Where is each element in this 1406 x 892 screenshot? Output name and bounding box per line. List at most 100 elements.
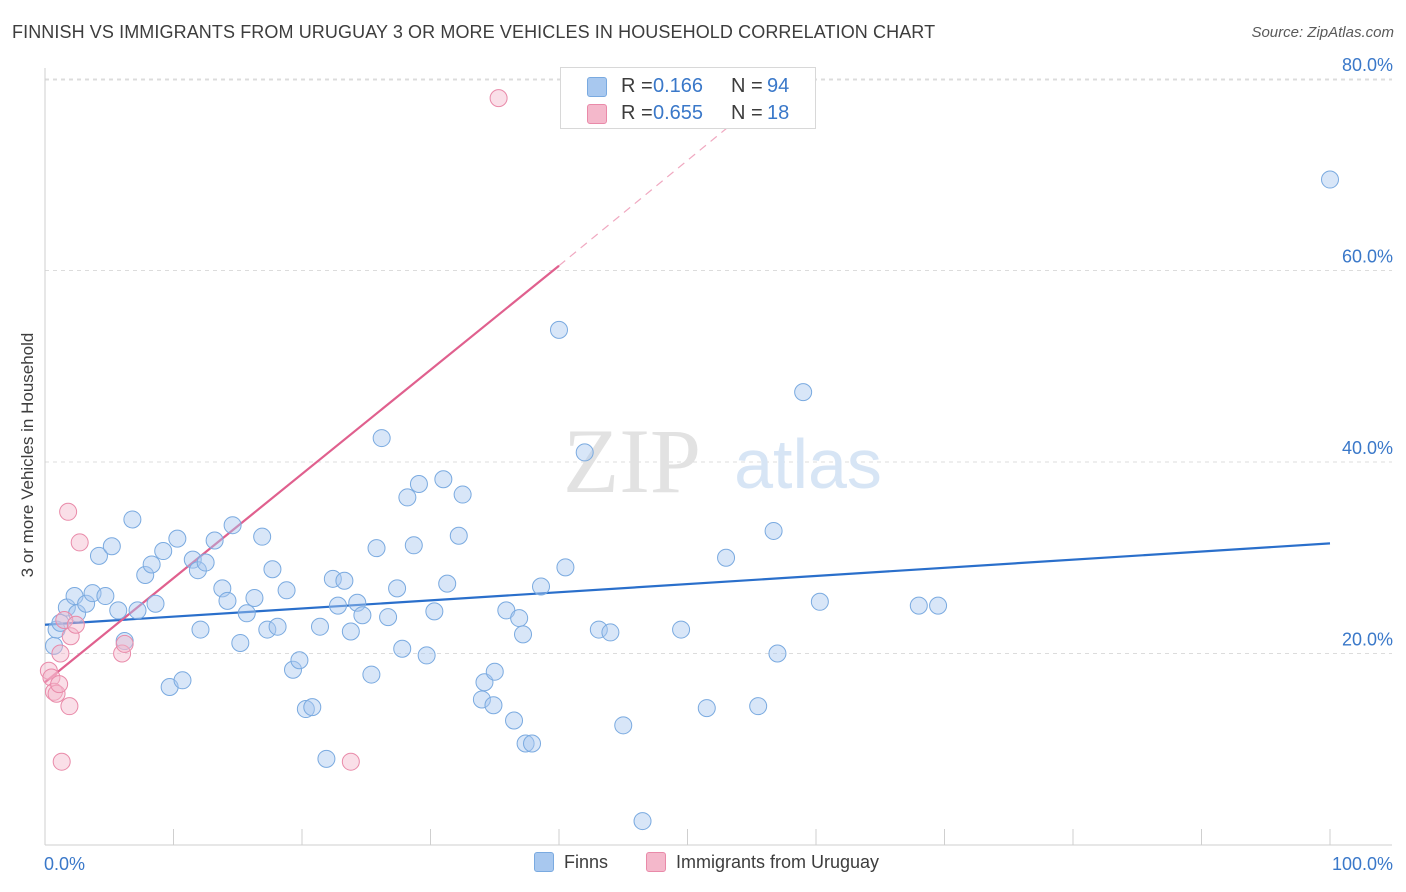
finns-point [341, 622, 360, 641]
finns-point [245, 588, 264, 607]
uruguay-point [341, 752, 360, 771]
finns-point [589, 620, 608, 639]
n-value: 94 [767, 75, 790, 97]
finns-point [154, 542, 173, 561]
finns-point [367, 539, 386, 558]
n-label: N = [731, 102, 763, 124]
finns-point [393, 639, 412, 658]
finns-point [409, 475, 428, 494]
finns-point [425, 602, 444, 621]
finns-point [556, 558, 575, 577]
finns-point [317, 749, 336, 768]
finns-point [909, 596, 928, 615]
finns-point [146, 594, 165, 613]
finns-trend-line [44, 542, 1331, 626]
uruguay-point [55, 610, 74, 629]
uruguay-swatch [646, 852, 666, 872]
correlation-legend: R = 0.166 N = 94 R = 0.655 N = 18 [560, 67, 816, 129]
finns-point [516, 734, 535, 753]
uruguay-point [50, 675, 69, 694]
finns-point [434, 470, 453, 489]
uruguay-point [52, 752, 71, 771]
finns-point [218, 591, 237, 610]
finns-point [614, 716, 633, 735]
watermark-atlas: atlas [734, 425, 882, 503]
finns-point [323, 569, 342, 588]
finns-point [231, 633, 250, 652]
finns-point [310, 617, 329, 636]
finns-point [277, 581, 296, 600]
finns-point [398, 488, 417, 507]
finns-point [484, 696, 503, 715]
finns-point [749, 697, 768, 716]
finns-point [523, 734, 542, 753]
y-tick-label: 60.0% [1342, 247, 1393, 267]
finns-point [188, 561, 207, 580]
uruguay-swatch [587, 104, 607, 124]
finns-point [223, 516, 242, 535]
finns-point [794, 383, 813, 402]
uruguay-point [489, 89, 508, 108]
finns-point [717, 548, 736, 567]
legend-label: Finns [564, 852, 609, 872]
finns-point [379, 608, 398, 627]
finns-point [485, 662, 504, 681]
finns-point [96, 587, 115, 606]
finns-point [328, 596, 347, 615]
uruguay-point [60, 697, 79, 716]
legend-item-finns: Finns [534, 852, 608, 876]
source-credit: Source: ZipAtlas.com [1251, 24, 1394, 41]
finns-point [253, 527, 272, 546]
finns-point [196, 553, 215, 572]
axes [44, 68, 1392, 846]
legend-item-uruguay: Immigrants from Uruguay [646, 852, 879, 876]
finns-point [438, 574, 457, 593]
uruguay-trend-extension [558, 107, 753, 267]
y-tick-label: 40.0% [1342, 438, 1393, 458]
y-axis-label: 3 or more Vehicles in Household [18, 332, 37, 578]
finns-point [335, 571, 354, 590]
finns-point [601, 623, 620, 642]
uruguay-point [42, 668, 61, 687]
x-tick-label: 100.0% [1332, 854, 1393, 874]
tick-labels: 20.0% 40.0% 60.0% 80.0% 0.0% 100.0% [44, 55, 1393, 874]
finns-point [77, 594, 96, 613]
r-label: R = [621, 102, 653, 124]
grid-lines [45, 78, 1392, 654]
finns-point [449, 526, 468, 545]
finns-point [388, 579, 407, 598]
finns-point [173, 671, 192, 690]
r-value: 0.655 [653, 102, 704, 124]
uruguay-point [59, 502, 78, 521]
trend-lines [44, 107, 1331, 684]
finns-point [810, 592, 829, 611]
finns-point [532, 577, 551, 596]
finns-point [764, 521, 783, 540]
finns-point [284, 660, 303, 679]
finns-point [404, 536, 423, 555]
finns-point [89, 546, 108, 565]
finns-point [417, 646, 436, 665]
finns-point [514, 625, 533, 644]
uruguay-trend-line [44, 264, 560, 684]
n-label: N = [731, 75, 763, 97]
uruguay-point [70, 533, 89, 552]
finns-point [237, 604, 256, 623]
data-points [39, 89, 1339, 831]
finns-point [303, 698, 322, 717]
finns-point [472, 690, 491, 709]
finns-point [128, 601, 147, 620]
finns-point [510, 609, 529, 628]
uruguay-point [51, 644, 70, 663]
finns-point [205, 531, 224, 550]
finns-swatch [534, 852, 554, 872]
finns-point [109, 601, 128, 620]
finns-point [453, 485, 472, 504]
uruguay-point [115, 634, 134, 653]
finns-point [102, 537, 121, 556]
y-tick-label: 80.0% [1342, 55, 1393, 75]
y-tick-label: 20.0% [1342, 630, 1393, 650]
uruguay-point [61, 627, 80, 646]
x-tick-label: 0.0% [44, 854, 85, 874]
